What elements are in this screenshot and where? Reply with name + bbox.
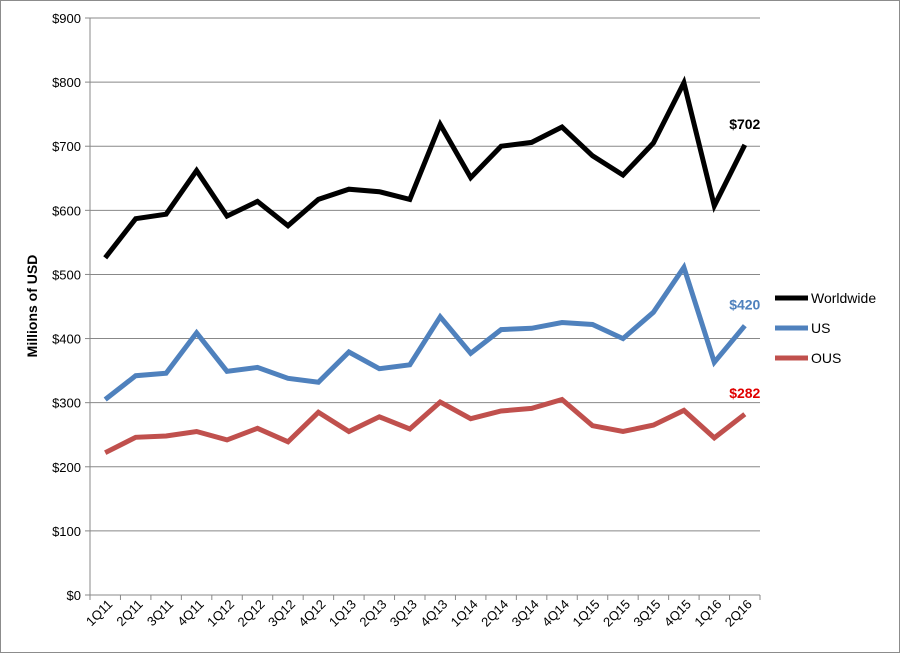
end-labels: $702 $420 $282 [729,116,760,401]
x-tick-label: 1Q11 [83,597,115,629]
y-axis-label: Millions of USD [24,255,40,358]
y-tick-label: $100 [52,524,81,539]
x-tick-label: 4Q14 [539,597,572,630]
legend: Worldwide US OUS [775,290,876,366]
x-tick-label: 4Q13 [417,597,450,630]
axes [85,17,761,600]
x-tick-label: 4Q11 [174,597,206,629]
x-tick-label: 2Q12 [235,597,268,630]
x-tick-label: 1Q14 [448,597,481,630]
y-tick-label: $400 [52,332,81,347]
x-tick-label: 1Q16 [691,597,724,630]
series-line-worldwide [103,75,748,260]
x-tick-label: 1Q12 [204,597,237,630]
series-line-ous [104,396,747,455]
x-tick-label: 2Q13 [356,597,389,630]
y-tick-label: $600 [52,203,81,218]
series-lines [103,75,748,455]
end-label-ous: $282 [729,385,760,401]
x-tick-label: 2Q14 [478,597,511,630]
y-tick-label: $500 [52,267,81,282]
x-tick-labels: 1Q112Q113Q114Q111Q122Q123Q124Q121Q132Q13… [83,597,755,630]
x-tick-label: 2Q16 [722,597,755,630]
x-tick-label: 4Q12 [295,597,328,630]
y-tick-label: $0 [67,588,81,603]
y-tick-label: $300 [52,396,81,411]
x-tick-label: 3Q13 [387,597,420,630]
y-tick-label: $800 [52,75,81,90]
gridlines [90,17,760,532]
x-tick-label: 1Q15 [570,597,603,630]
x-tick-label: 3Q14 [509,597,542,630]
x-tick-label: 4Q15 [661,597,694,630]
x-tick-label: 3Q11 [144,597,176,629]
end-label-us: $420 [729,297,760,313]
x-tick-label: 3Q15 [630,597,663,630]
y-tick-labels: $0 $100 $200 $300 $400 $500 $600 $700 $800 $900 [52,11,81,603]
legend-label-us: US [811,320,830,336]
x-tick-label: 3Q12 [265,597,298,630]
legend-label-ous: OUS [811,350,841,366]
y-tick-label: $900 [52,11,81,26]
y-tick-label: $700 [52,139,81,154]
x-tick-label: 2Q11 [113,597,145,629]
x-tick-label: 1Q13 [326,597,359,630]
y-tick-label: $200 [52,460,81,475]
x-tick-label: 2Q15 [600,597,633,630]
end-label-worldwide: $702 [729,116,760,132]
legend-label-worldwide: Worldwide [811,290,876,306]
series-line-us [103,261,747,402]
